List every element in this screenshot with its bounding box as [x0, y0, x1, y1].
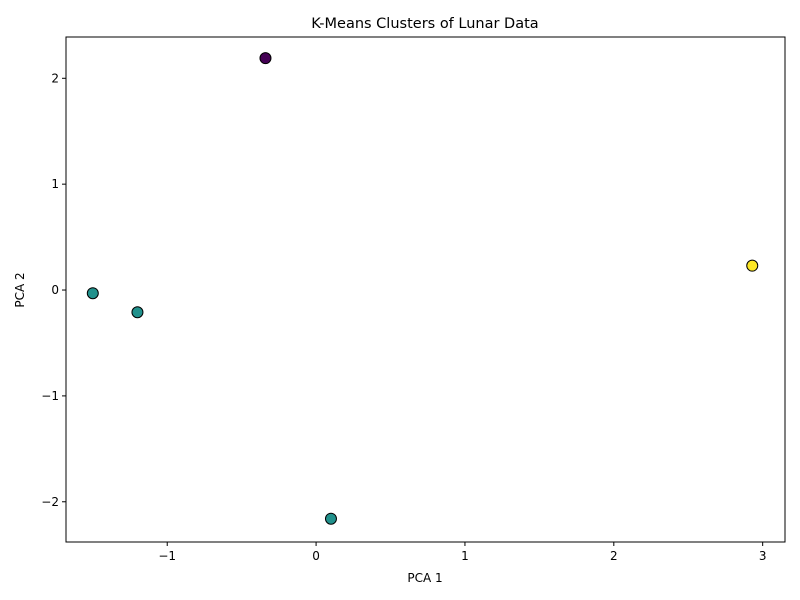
data-point-cluster-1: [324, 512, 337, 525]
data-point-cluster-1: [86, 287, 99, 300]
y-tick-label: −1: [41, 389, 59, 403]
x-tick-label: 2: [610, 549, 618, 563]
plot-frame: [65, 36, 786, 543]
y-tick-label: 2: [51, 71, 59, 85]
y-axis-label: PCA 2: [13, 272, 27, 307]
x-tick-label: 0: [312, 549, 320, 563]
data-point-cluster-0: [259, 52, 272, 65]
data-point-cluster-1: [131, 306, 144, 319]
data-point-cluster-2: [746, 259, 759, 272]
y-tick-label: −2: [41, 495, 59, 509]
plot-area: [86, 52, 759, 525]
x-tick-label: −1: [158, 549, 176, 563]
x-axis-label: PCA 1: [407, 571, 442, 585]
chart-title: K-Means Clusters of Lunar Data: [311, 16, 538, 32]
x-tick-label: 3: [759, 549, 767, 563]
x-tick-label: 1: [461, 549, 469, 563]
y-tick-label: 1: [51, 177, 59, 191]
y-tick-label: 0: [51, 283, 59, 297]
